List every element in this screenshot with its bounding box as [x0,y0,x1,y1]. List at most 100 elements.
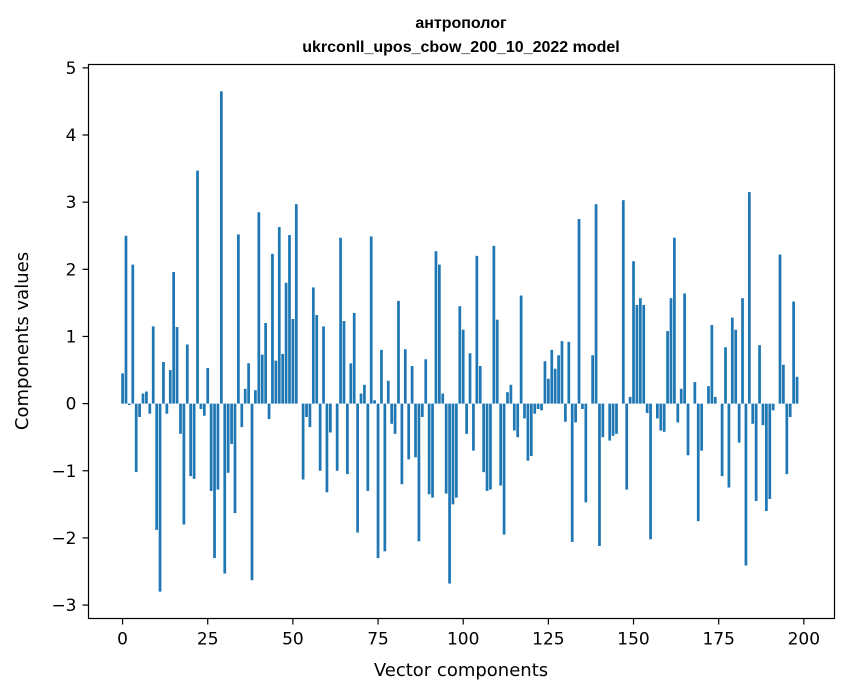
x-axis-ticks: 0 25 50 75 100 125 150 175 200 [117,618,820,650]
bar-127 [553,368,557,404]
x-tick-label: 150 [617,630,649,650]
bar-121 [533,403,537,414]
bar-1 [124,235,128,404]
bar-111 [499,403,503,486]
bar-133 [574,403,577,423]
bar-18 [182,403,186,525]
bar-9 [151,326,155,404]
bar-98 [455,403,458,498]
bar-119 [526,403,530,461]
bar-185 [751,403,755,424]
bar-69 [356,403,359,533]
bar-176 [720,403,724,477]
bar-29 [219,91,223,404]
bar-149 [628,396,632,404]
bar-27 [213,403,216,559]
bar-141 [601,403,605,438]
bar-96 [448,403,451,584]
bar-124 [543,361,547,404]
bar-144 [611,403,615,436]
bar-8 [148,403,152,414]
bar-184 [747,192,751,404]
bar-138 [591,355,595,404]
x-axis-label: Vector components [374,660,548,681]
bar-3 [131,264,135,404]
bar-28 [216,403,220,490]
x-tick-label: 0 [117,630,128,650]
bar-51 [294,204,298,404]
bar-150 [632,261,635,404]
bar-83 [403,349,407,404]
bar-169 [696,403,700,522]
bar-99 [458,306,462,404]
bar-158 [659,403,663,431]
bar-59 [322,326,325,404]
bar-170 [700,403,704,451]
bar-93 [438,264,441,404]
bar-19 [185,344,189,404]
bar-24 [202,403,206,416]
bar-55 [308,403,312,428]
bar-30 [223,403,227,574]
bar-91 [431,403,434,498]
bar-64 [339,237,342,404]
bar-155 [649,403,652,540]
bar-186 [754,403,758,501]
bar-31 [226,403,230,473]
bar-160 [666,331,669,404]
bar-61 [328,403,332,433]
bar-134 [577,218,581,404]
bar-104 [475,255,479,404]
bar-128 [557,355,560,404]
bar-195 [785,403,789,475]
bar-0 [121,373,124,404]
bar-77 [383,403,387,552]
bar-196 [788,403,792,418]
bar-152 [638,298,642,404]
bar-57 [315,314,319,404]
bar-78 [386,380,390,404]
bar-20 [189,403,193,477]
bar-189 [765,403,768,512]
bar-81 [397,300,400,404]
bar-32 [230,403,233,444]
bar-161 [669,298,673,404]
bar-114 [509,384,513,404]
x-tick-label: 25 [197,630,219,650]
bar-89 [424,359,428,404]
bar-39 [254,390,257,404]
bar-82 [400,403,404,485]
bar-43 [267,403,271,420]
bar-11 [158,403,162,592]
bar-188 [761,403,765,426]
y-tick-label: 2 [66,260,77,280]
bar-107 [485,403,489,491]
bar-41 [260,354,264,404]
bar-50 [291,319,295,404]
bar-190 [768,403,772,499]
plot-frame [87,63,836,620]
bar-47 [281,353,285,404]
bar-76 [380,349,383,404]
bar-159 [662,403,666,432]
bar-54 [305,403,308,418]
bar-67 [349,363,353,404]
bar-166 [686,403,690,456]
bar-100 [461,329,465,404]
bar-129 [560,341,564,404]
bar-72 [366,403,370,491]
bar-115 [512,403,516,431]
bar-154 [645,403,649,414]
chart-title-line-2: ukrconll_upos_cbow_200_10_2022 model [302,39,619,56]
bar-22 [196,170,199,404]
bar-183 [744,403,748,566]
bar-136 [584,403,588,503]
bar-17 [179,403,182,434]
bar-125 [547,378,550,404]
bar-85 [410,366,414,404]
bar-70 [359,393,363,404]
y-tick-label: 5 [66,59,77,79]
bar-105 [478,366,482,404]
bar-4 [134,403,138,473]
bar-139 [594,204,598,404]
